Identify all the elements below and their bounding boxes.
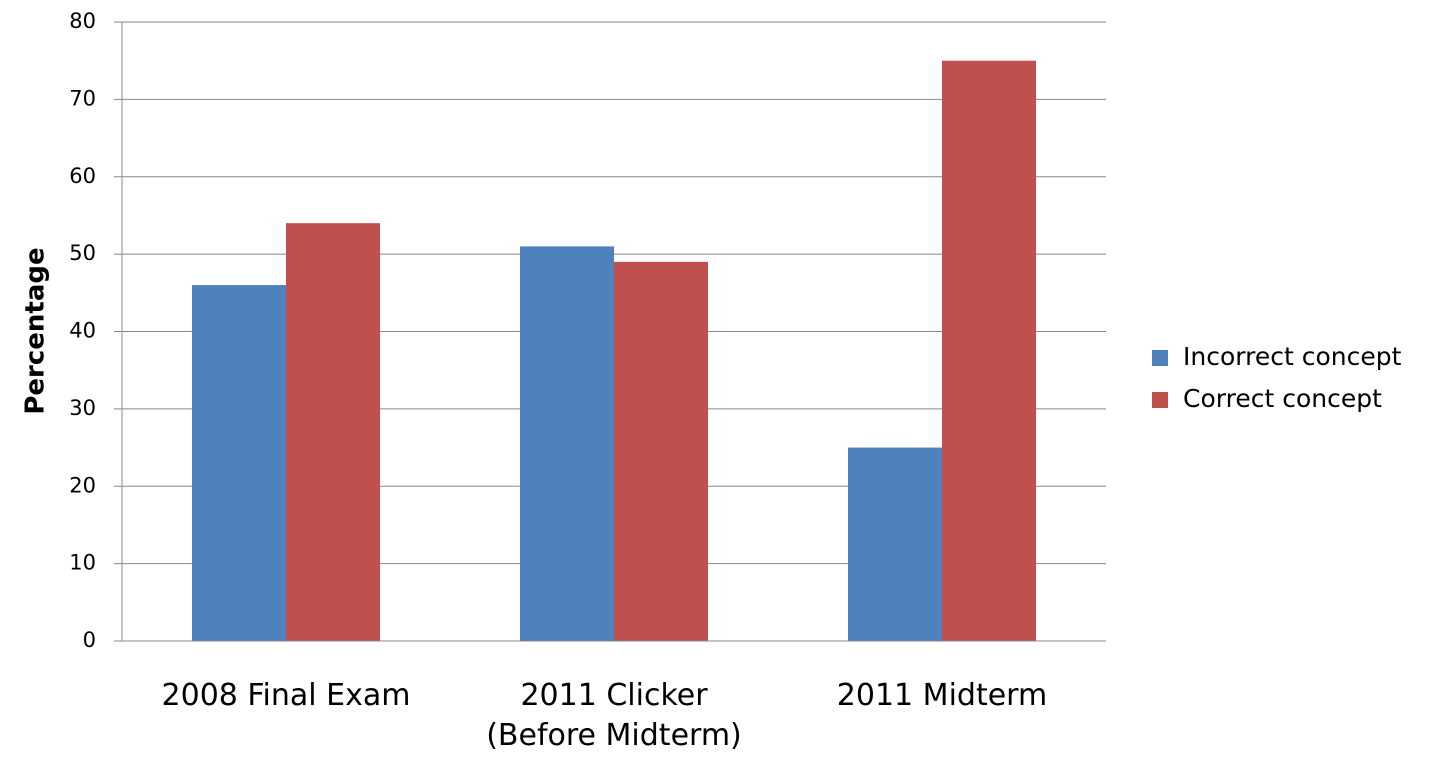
y-tick-label: 80	[69, 9, 96, 33]
bar	[614, 261, 708, 641]
y-tick-label: 30	[69, 396, 96, 420]
y-axis-label: Percentage	[21, 247, 51, 414]
legend-label: Incorrect concept	[1183, 342, 1402, 371]
legend-swatch	[1152, 350, 1168, 366]
y-tick-label: 40	[69, 319, 96, 343]
y-tick-label: 60	[69, 164, 96, 188]
bar	[848, 447, 942, 641]
y-tick-label: 10	[69, 551, 96, 575]
bar	[192, 285, 286, 641]
y-tick-label: 0	[83, 628, 96, 652]
legend-swatch	[1152, 392, 1168, 408]
x-tick-label: 2011 Clicker (Before Midterm)	[486, 678, 742, 753]
y-tick-label: 70	[69, 86, 96, 110]
bar	[520, 246, 614, 641]
y-tick-label: 50	[69, 241, 96, 265]
y-tick-label: 20	[69, 473, 96, 497]
bar	[942, 60, 1036, 641]
x-tick-label: 2008 Final Exam	[161, 678, 411, 713]
legend-label: Correct concept	[1183, 384, 1382, 413]
bar	[286, 223, 380, 642]
x-tick-label: 2011 Midterm	[836, 678, 1048, 713]
